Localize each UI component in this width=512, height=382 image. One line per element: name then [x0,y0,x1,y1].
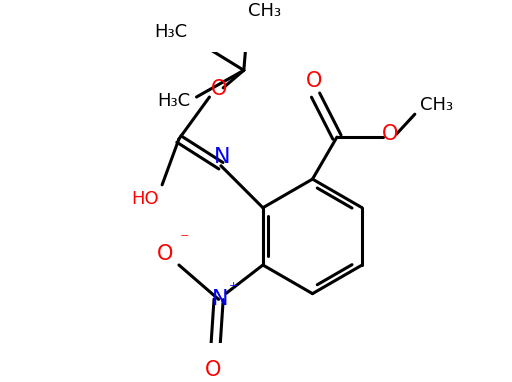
Text: H₃C: H₃C [157,92,190,110]
Text: O: O [382,124,398,144]
Text: O: O [306,71,322,91]
Text: O: O [157,244,174,264]
Text: O: O [205,360,222,380]
Text: ⁺: ⁺ [229,281,239,299]
Text: N: N [212,290,228,309]
Text: O: O [210,79,227,99]
Text: CH₃: CH₃ [248,2,281,20]
Text: N: N [214,147,231,167]
Text: HO: HO [132,189,159,207]
Text: ⁻: ⁻ [180,231,190,249]
Text: CH₃: CH₃ [420,96,453,114]
Text: H₃C: H₃C [155,23,188,41]
